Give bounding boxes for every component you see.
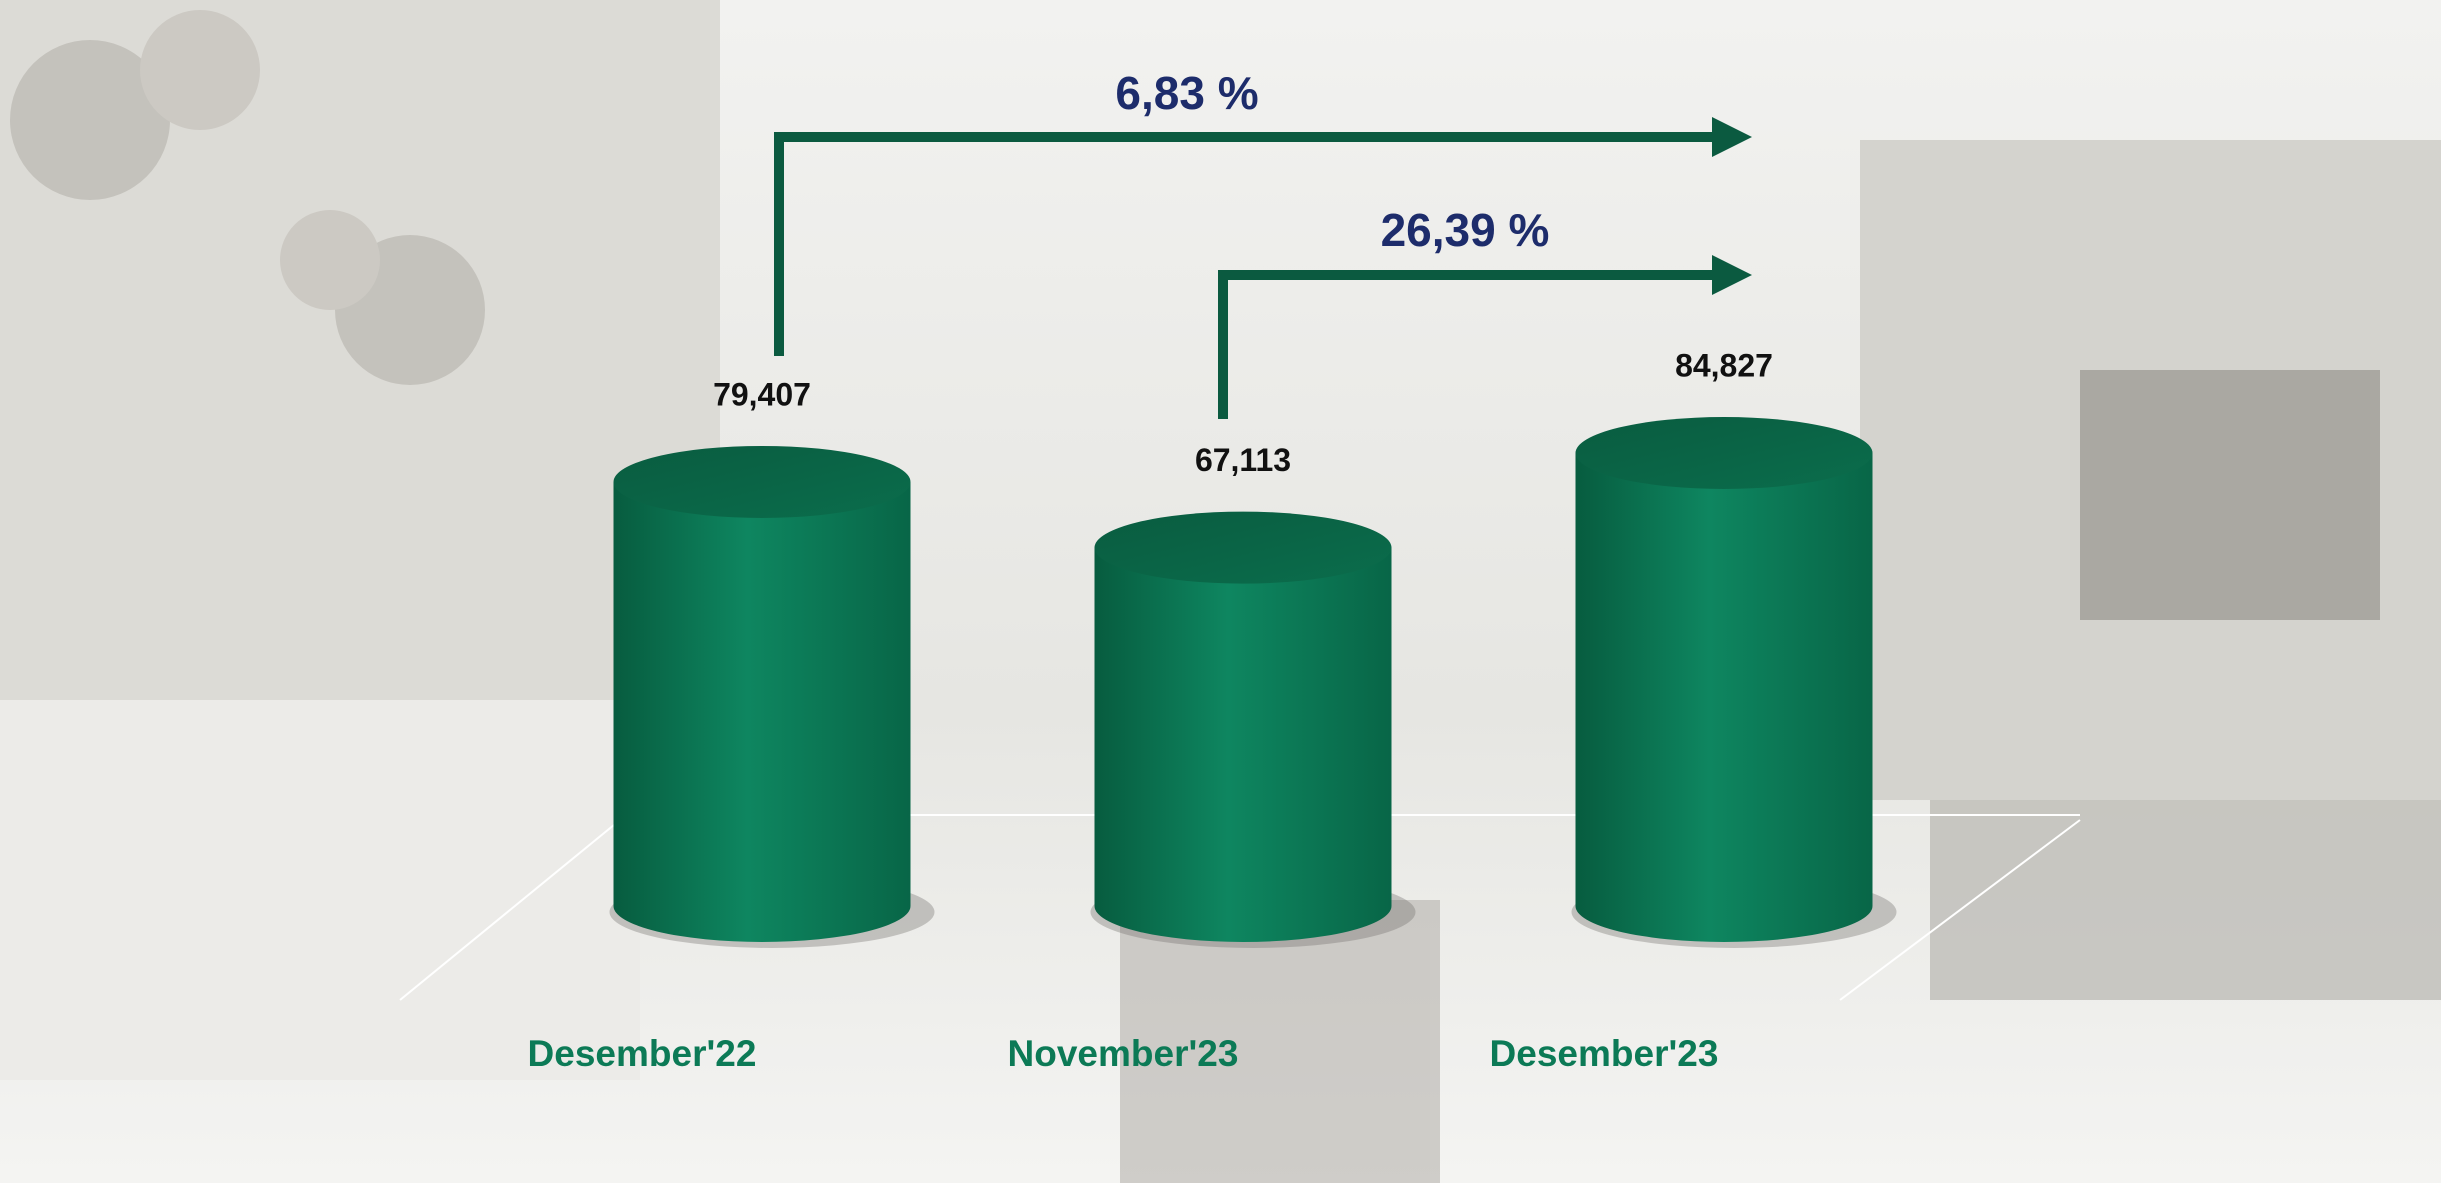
x-tick-label: Desember'22 [528, 1033, 757, 1074]
x-tick-label: Desember'23 [1490, 1033, 1719, 1074]
bar [1094, 511, 1392, 942]
growth-arrow [1218, 255, 1752, 419]
value-label: 84,827 [1675, 347, 1773, 383]
bar-body [1094, 547, 1392, 942]
x-tick-label: November'23 [1008, 1033, 1239, 1074]
bar-top [613, 445, 911, 518]
growth-arrow [774, 117, 1752, 356]
bar-body [1575, 453, 1873, 942]
value-label: 79,407 [713, 376, 811, 412]
bar [613, 445, 911, 942]
annotation: 6,83 % [1115, 67, 1258, 119]
value-label: 67,113 [1195, 442, 1291, 478]
bar-top [1575, 417, 1873, 489]
bar-top [1094, 511, 1392, 584]
annotation: 26,39 % [1381, 204, 1550, 256]
bar [1575, 417, 1873, 942]
bar-body [613, 481, 911, 942]
